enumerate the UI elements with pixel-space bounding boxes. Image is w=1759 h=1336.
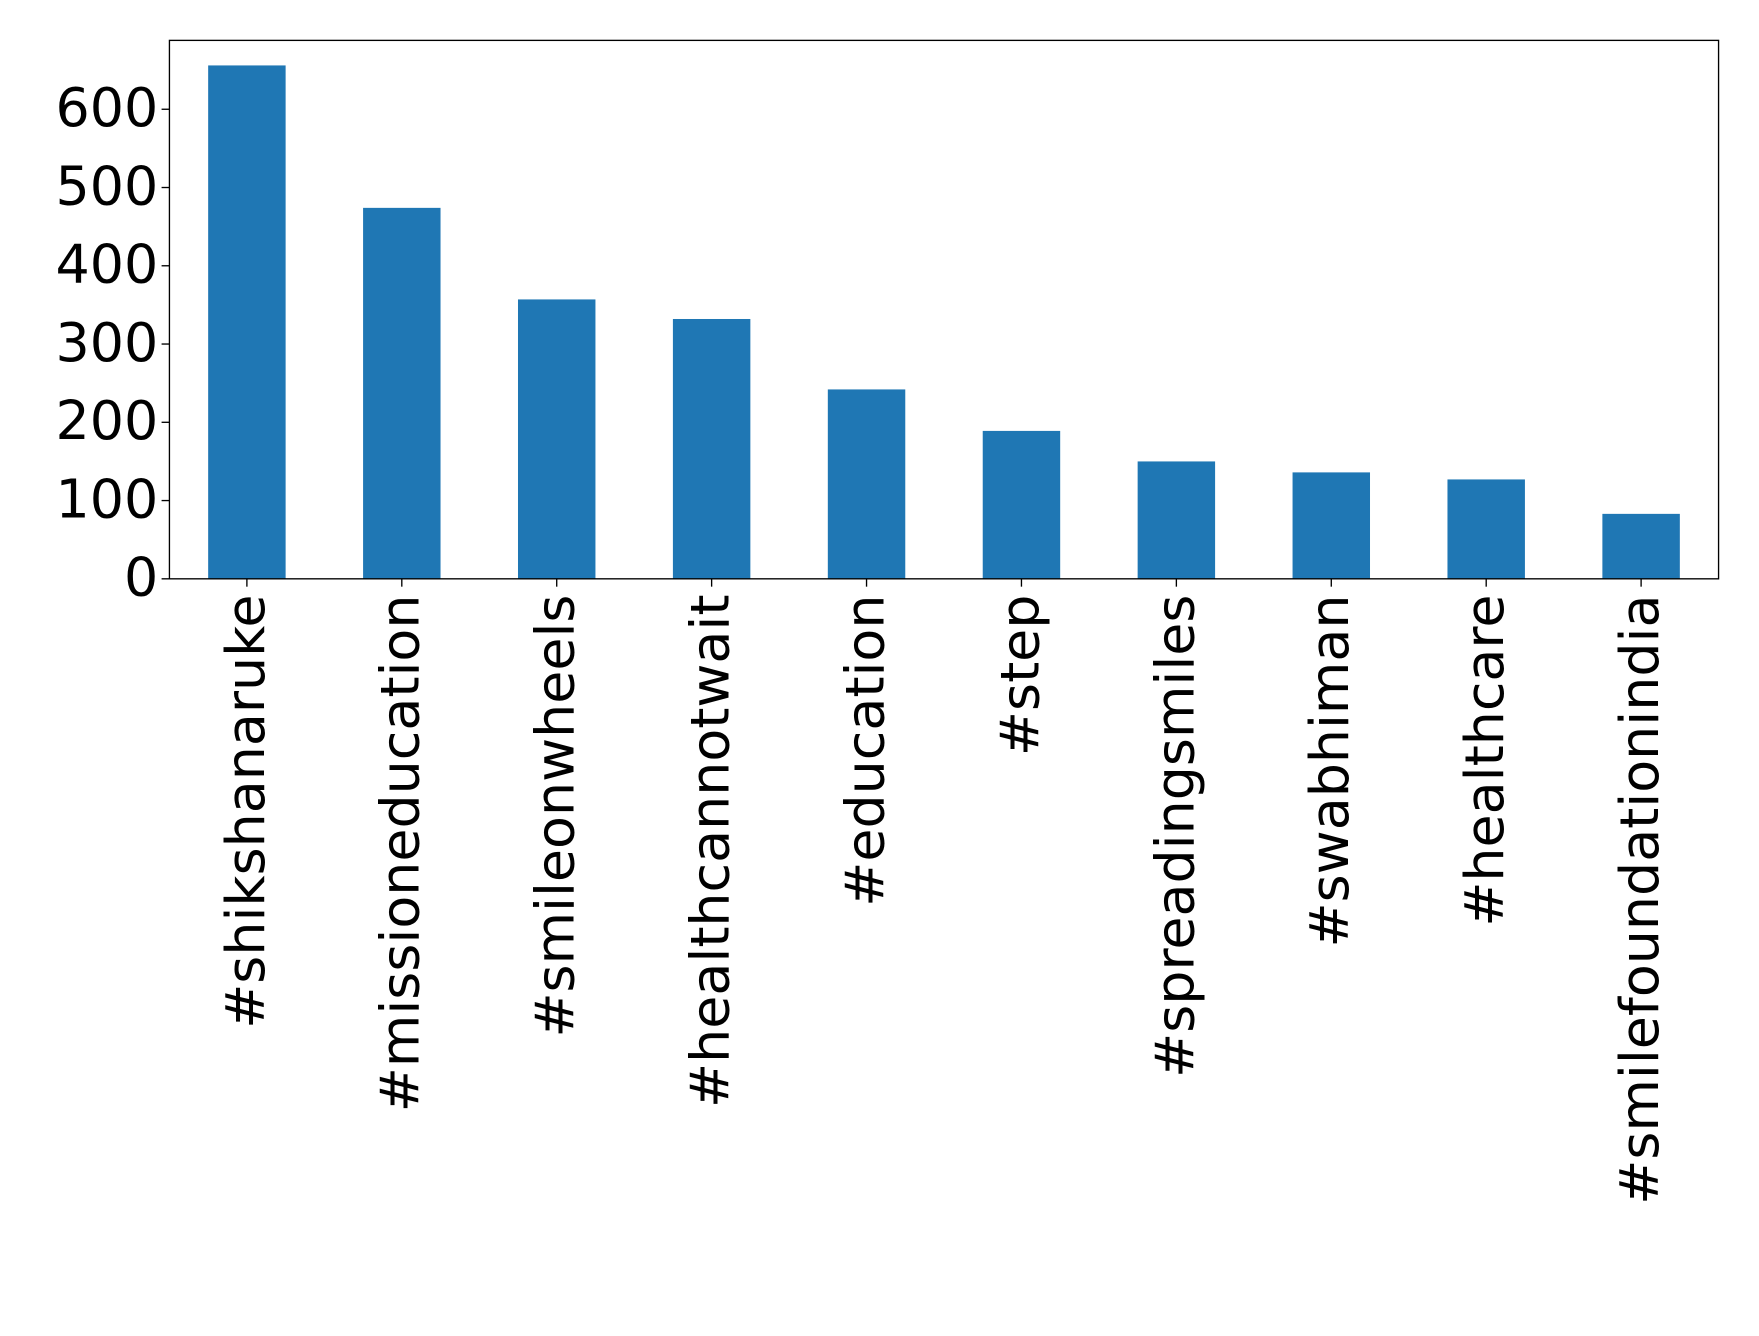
bar — [1447, 479, 1525, 579]
bar — [1292, 472, 1371, 579]
bar — [363, 207, 441, 579]
bar — [672, 318, 751, 579]
bar — [1602, 513, 1680, 579]
x-tick-label: #healthcannotwait — [679, 595, 742, 1108]
x-tick-label: #smileonwheels — [524, 595, 587, 1038]
plot-frame — [168, 39, 1720, 580]
y-tick-label: 500 — [55, 154, 158, 217]
y-tick-label: 600 — [55, 76, 158, 139]
y-tick-label: 100 — [55, 467, 158, 530]
y-tick-label: 0 — [124, 546, 158, 609]
bar — [982, 430, 1061, 579]
y-tick-label: 300 — [55, 311, 158, 374]
x-tick-label: #spreadingsmiles — [1143, 595, 1206, 1078]
x-tick-label: #healthcare — [1453, 595, 1516, 927]
bar — [208, 65, 286, 579]
bar — [1137, 461, 1216, 579]
x-tick-label: #step — [988, 595, 1051, 757]
x-tick-label: #swabhiman — [1298, 595, 1361, 948]
bar — [517, 299, 596, 579]
x-tick-label: #smilefoundationindia — [1608, 595, 1671, 1205]
bar — [827, 389, 906, 579]
x-tick-label: #missioneducation — [369, 595, 432, 1113]
x-tick-label: #shikshanaruke — [214, 595, 277, 1029]
y-tick-label: 200 — [55, 389, 158, 452]
x-tick-label: #education — [833, 595, 896, 907]
y-tick-label: 400 — [55, 233, 158, 296]
